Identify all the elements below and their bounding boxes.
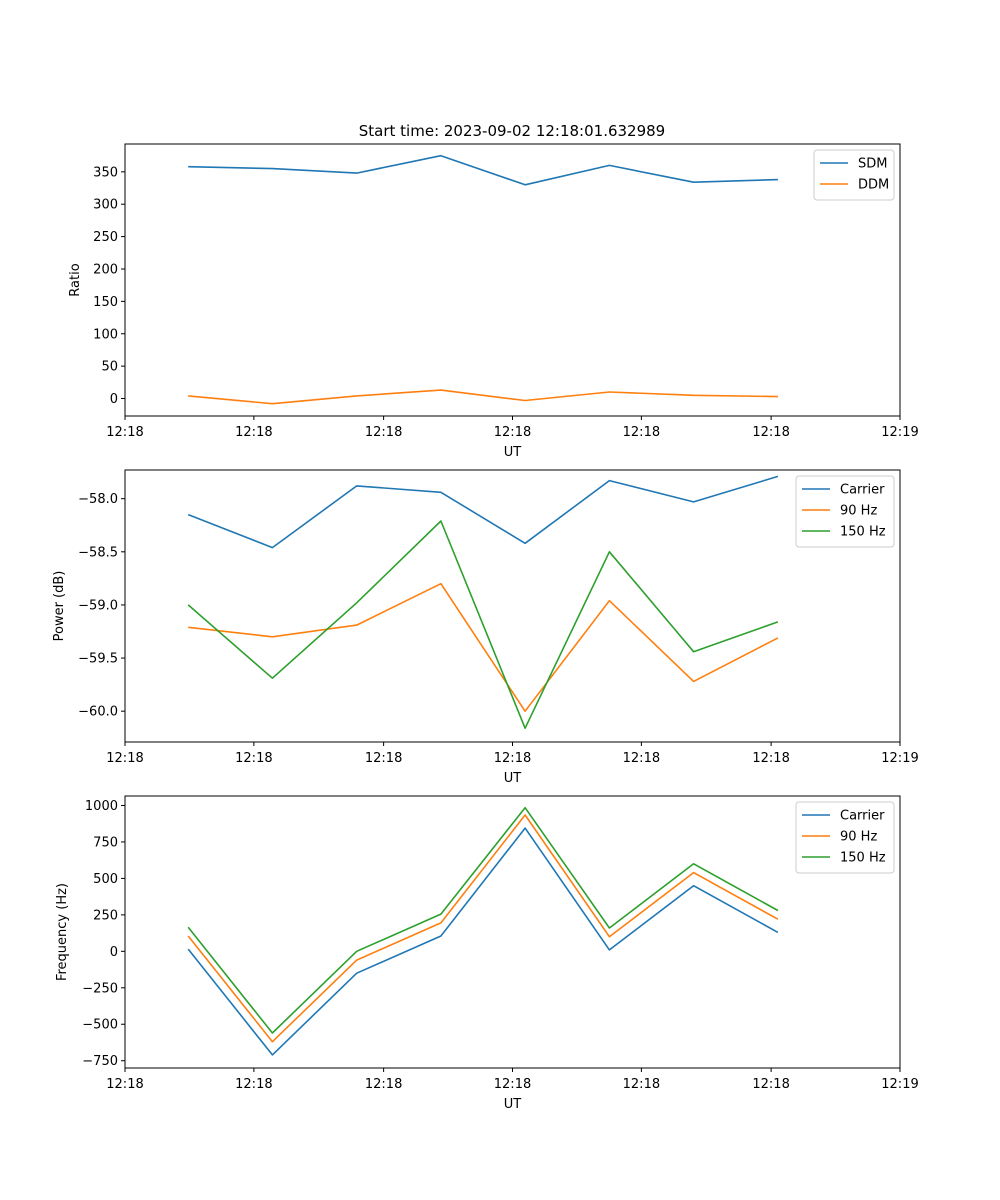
x-tick-label: 12:18: [752, 425, 789, 440]
x-tick-label: 12:18: [494, 1077, 531, 1092]
x-tick-label: 12:18: [235, 425, 272, 440]
x-tick-label: 12:19: [881, 751, 918, 766]
x-tick-label: 12:18: [623, 425, 660, 440]
y-tick-label: 0: [110, 945, 118, 960]
legend-label: 150 Hz: [840, 851, 886, 866]
legend-label: 90 Hz: [840, 504, 877, 519]
y-tick-label: 150: [93, 295, 118, 310]
x-tick-label: 12:18: [235, 751, 272, 766]
y-tick-label: 250: [93, 908, 118, 923]
legend-label: Carrier: [840, 483, 885, 498]
y-tick-label: 200: [93, 262, 118, 277]
y-tick-label: 50: [101, 360, 118, 375]
x-tick-label: 12:18: [106, 425, 143, 440]
y-axis-label: Power (dB): [52, 571, 67, 642]
y-tick-label: 1000: [85, 799, 118, 814]
series-line-150-hz: [187, 806, 779, 1034]
y-tick-label: −750: [82, 1054, 118, 1069]
x-tick-label: 12:18: [106, 751, 143, 766]
y-tick-label: −58.5: [78, 545, 118, 560]
legend-box: [795, 801, 895, 874]
x-tick-label: 12:18: [752, 751, 789, 766]
y-tick-label: −250: [82, 981, 118, 996]
y-tick-label: 100: [93, 327, 118, 342]
axes-frame: [124, 795, 901, 1069]
x-tick-label: 12:19: [881, 1077, 918, 1092]
y-tick-label: −58.0: [78, 492, 118, 507]
y-tick-label: 750: [93, 835, 118, 850]
series-line-ddm: [188, 389, 778, 405]
y-axis-label: Frequency (Hz): [55, 883, 70, 981]
y-tick-label: −500: [82, 1018, 118, 1033]
series-line-90-hz: [188, 582, 779, 713]
legend-box: [795, 475, 895, 548]
legend-label: Carrier: [840, 809, 885, 824]
x-tick-label: 12:18: [365, 751, 402, 766]
x-axis-label: UT: [504, 445, 522, 460]
series-line-90-hz: [187, 814, 779, 1043]
series-line-sdm: [188, 154, 778, 186]
y-tick-label: −60.0: [78, 705, 118, 720]
x-tick-label: 12:18: [494, 751, 531, 766]
y-tick-label: 250: [93, 230, 118, 245]
series-line-carrier: [187, 475, 779, 549]
y-tick-label: 300: [93, 198, 118, 213]
legend-label: 90 Hz: [840, 830, 877, 845]
x-tick-label: 12:18: [623, 1077, 660, 1092]
x-tick-label: 12:18: [752, 1077, 789, 1092]
axes-frame: [124, 469, 901, 743]
x-tick-label: 12:19: [881, 425, 918, 440]
x-tick-label: 12:18: [235, 1077, 272, 1092]
power-panel: 12:18 12:18 12:18 12:18 12:18 12:18 12:19 −60.0…: [52, 469, 919, 786]
ratio-panel: 12:18 12:18 12:18 12:18 12:18 12:18 12:19 0 50 10…: [68, 143, 919, 460]
x-tick-label: 12:18: [494, 425, 531, 440]
series-line-150-hz: [187, 520, 779, 730]
x-tick-label: 12:18: [106, 1077, 143, 1092]
x-tick-label: 12:18: [365, 1077, 402, 1092]
frequency-panel: 12:18 12:18 12:18 12:18 12:18 12:18 12:19 −750 −…: [55, 795, 919, 1112]
legend-label: SDM: [858, 157, 887, 172]
x-axis-label: UT: [504, 771, 522, 786]
series-line-carrier: [187, 827, 779, 1056]
y-tick-label: 350: [93, 165, 118, 180]
legend-label: 150 Hz: [840, 525, 886, 540]
y-tick-label: −59.0: [78, 598, 118, 613]
y-tick-label: 0: [110, 392, 118, 407]
x-axis-label: UT: [504, 1097, 522, 1112]
y-axis-label: Ratio: [68, 263, 83, 296]
axes-frame: [124, 143, 901, 417]
y-tick-label: 500: [93, 872, 118, 887]
x-tick-label: 12:18: [365, 425, 402, 440]
figure-title: Start time: 2023-09-02 12:18:01.632989: [359, 122, 665, 140]
x-tick-label: 12:18: [623, 751, 660, 766]
y-tick-label: −59.5: [78, 652, 118, 667]
legend-label: DDM: [858, 178, 889, 193]
